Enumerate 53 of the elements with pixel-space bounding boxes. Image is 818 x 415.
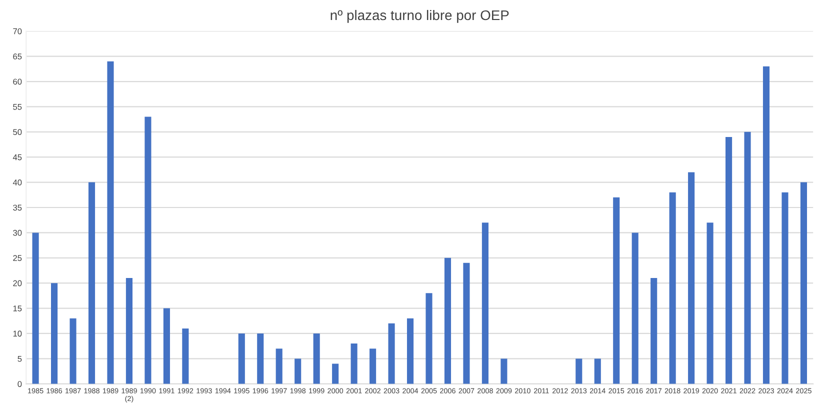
y-tick-label: 55: [13, 104, 22, 110]
y-tick-label: 20: [13, 280, 22, 286]
bar: [238, 333, 245, 384]
y-tick-label: 45: [12, 154, 22, 160]
bar: [144, 116, 152, 384]
y-tick-label: 5: [18, 356, 22, 362]
y-tick-label: 0: [18, 381, 22, 387]
bar: [88, 182, 96, 384]
bar: [632, 232, 638, 384]
bar: [51, 283, 58, 384]
bar: [406, 318, 414, 384]
bar: [726, 136, 732, 384]
y-tick-label: 40: [12, 180, 22, 186]
bar: [32, 232, 39, 384]
bar: [669, 192, 676, 384]
y-tick-label: 25: [13, 255, 22, 261]
bar: [594, 358, 601, 384]
bar: [313, 333, 320, 384]
y-tick-label: 50: [13, 129, 22, 136]
bar: [370, 348, 376, 384]
bar: [107, 61, 114, 384]
bar: [800, 182, 808, 384]
bar: [426, 293, 432, 384]
bar: [257, 333, 264, 384]
bar: [332, 364, 339, 384]
bar: [688, 172, 695, 384]
bar: [388, 323, 395, 384]
y-tick-label: 30: [13, 230, 22, 236]
bar: [294, 358, 302, 384]
y-tick-label: 70: [13, 28, 22, 34]
bar: [500, 358, 508, 384]
bar: [762, 66, 770, 384]
bar: [576, 358, 582, 384]
bar: [276, 348, 282, 384]
bar: [350, 344, 358, 384]
bar: [182, 328, 189, 384]
bar: [613, 197, 620, 384]
bar: [126, 278, 133, 384]
y-tick-label: 15: [13, 306, 22, 312]
bar: [163, 308, 170, 384]
bar: [70, 318, 76, 384]
chart-title: nº plazas turno libre por OEP: [330, 10, 509, 23]
y-tick-label: 65: [13, 54, 22, 60]
bar: [463, 262, 470, 384]
bar: [482, 222, 488, 384]
bar: [744, 132, 751, 384]
y-tick-label: 60: [13, 78, 22, 85]
bar: [444, 258, 452, 384]
bar: [650, 278, 658, 384]
bar: [706, 222, 714, 384]
bar: [782, 192, 788, 384]
y-tick-label: 35: [13, 204, 22, 211]
y-tick-label: 10: [13, 330, 22, 337]
